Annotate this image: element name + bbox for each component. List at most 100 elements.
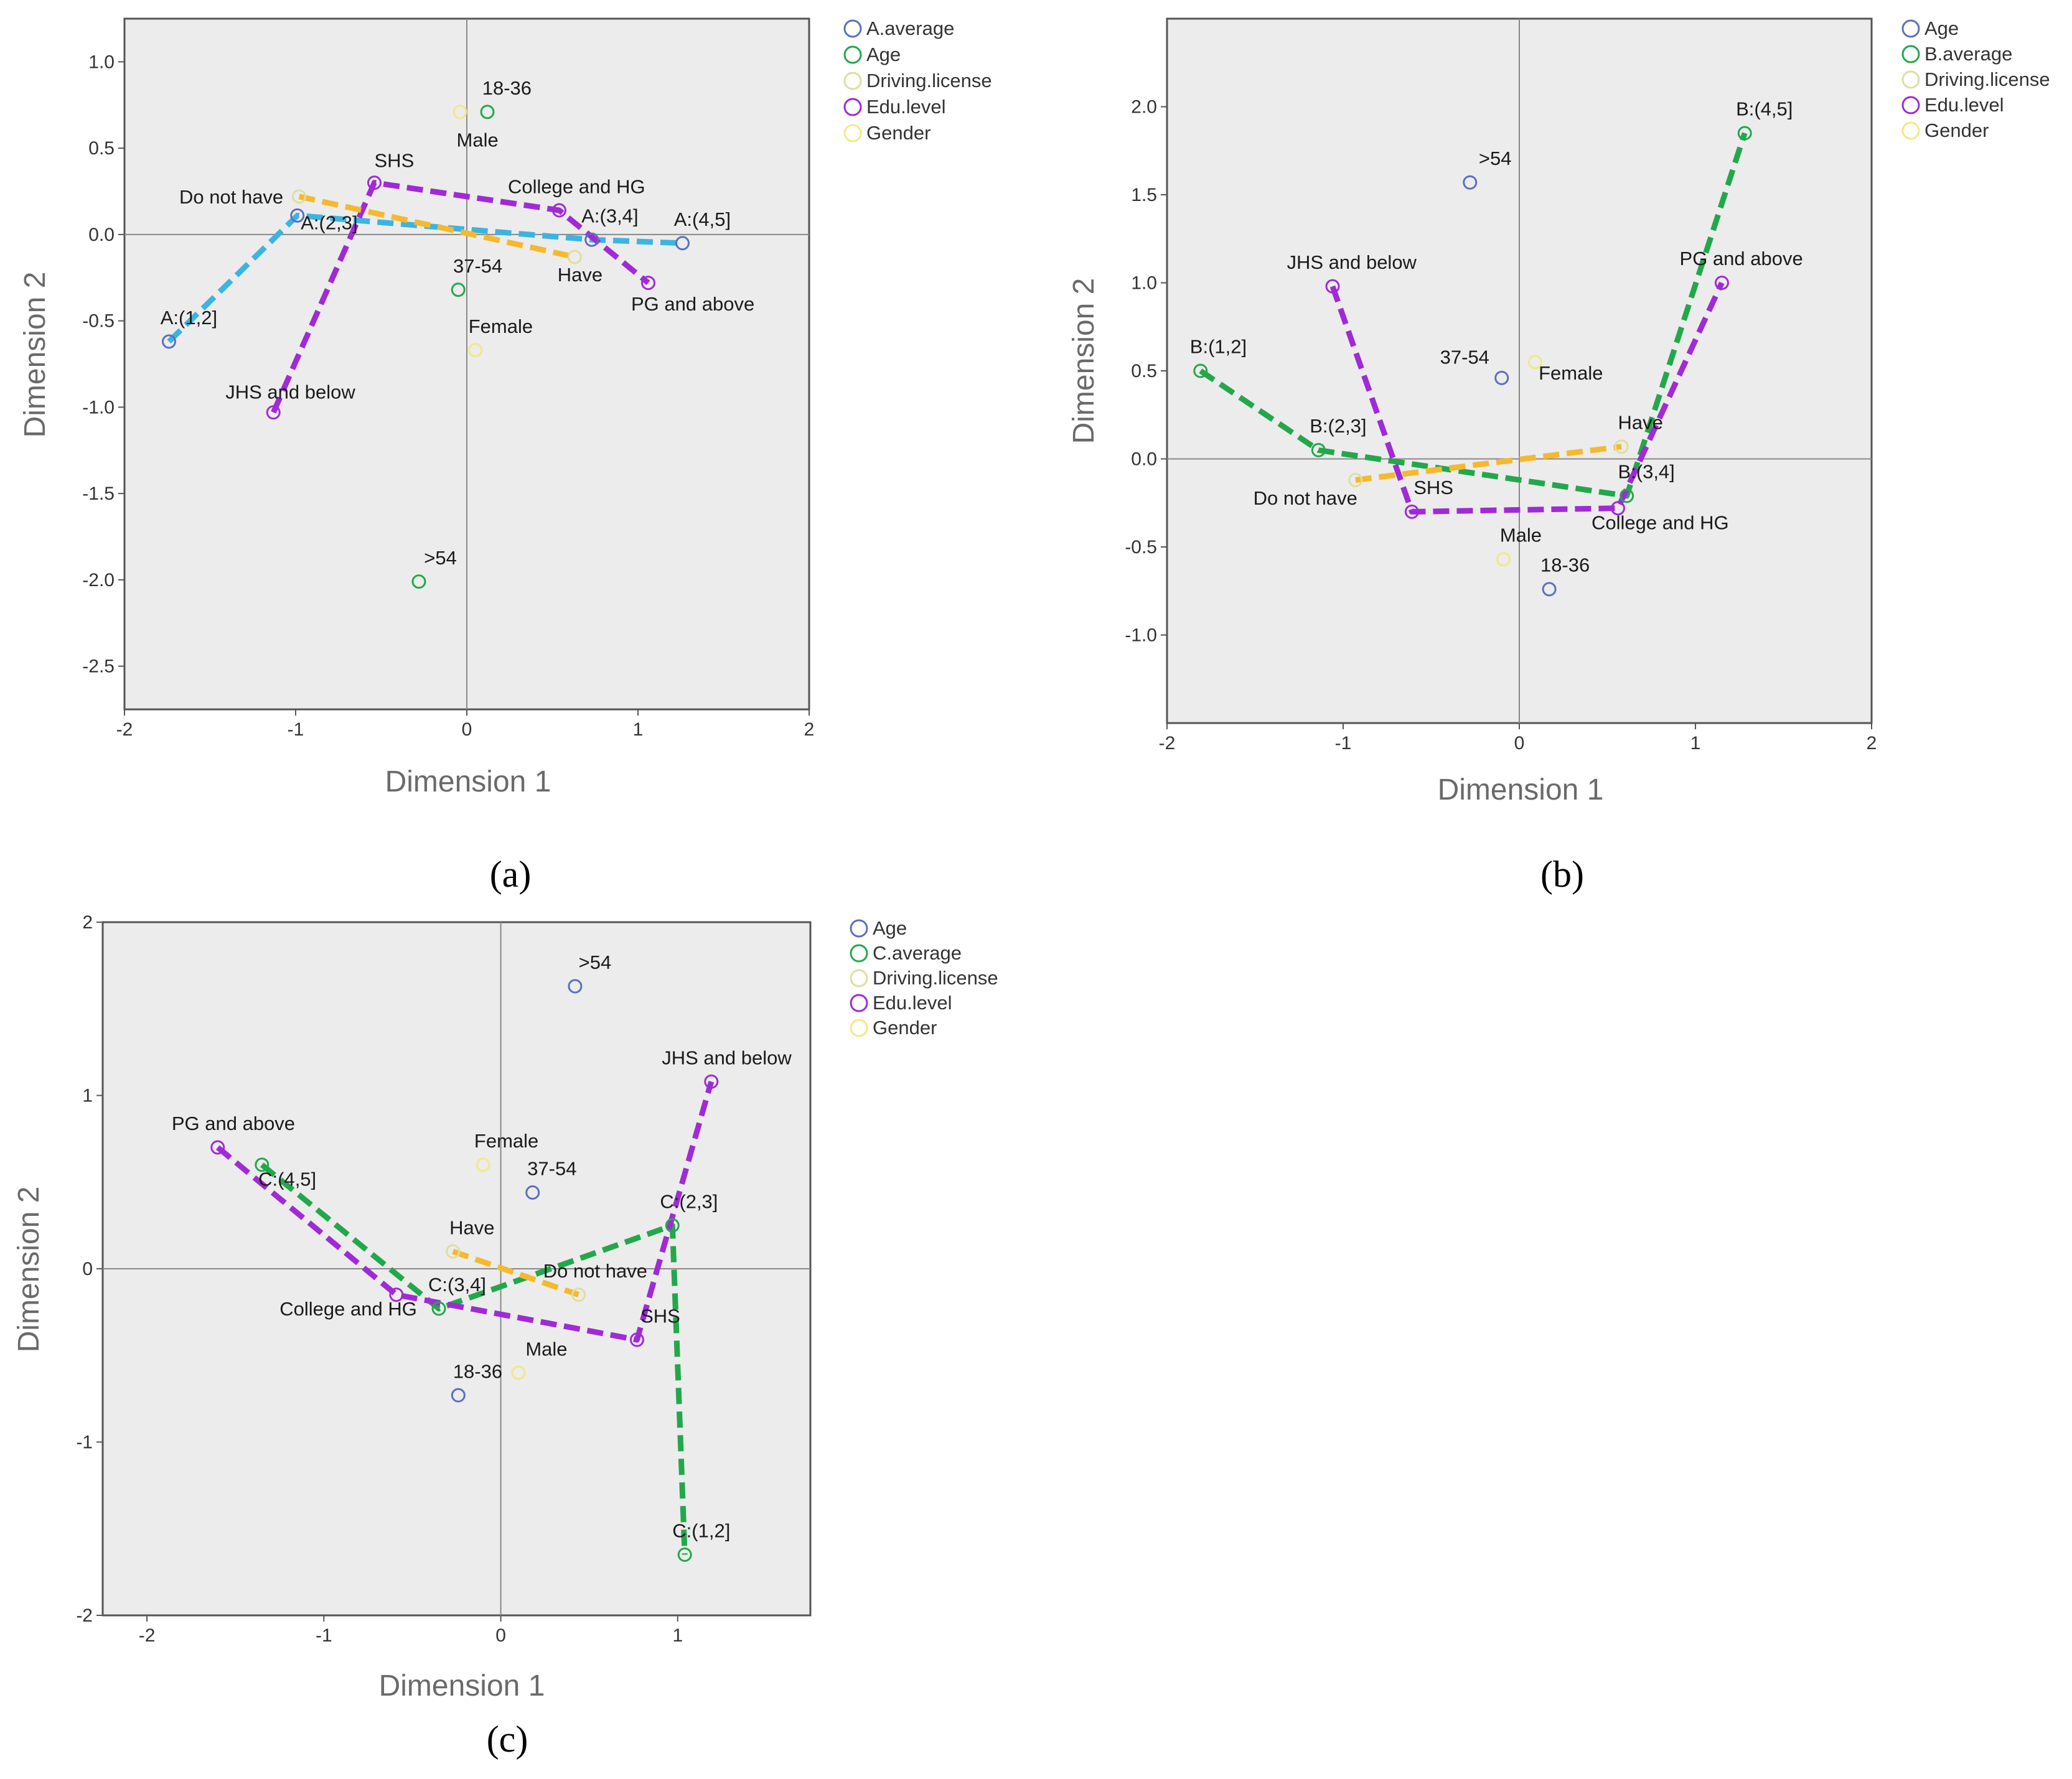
y-tick-label: 0.0	[88, 225, 115, 245]
point-label: PG and above	[1680, 248, 1803, 269]
y-tick-label: 1.0	[1131, 273, 1157, 294]
legend-label: Driving.license	[873, 967, 998, 989]
data-point	[1527, 355, 1542, 370]
point-label: JHS and below	[662, 1047, 792, 1068]
point-label: C:(4,5]	[258, 1168, 316, 1190]
legend-marker	[1901, 19, 1920, 38]
point-label: C:(3,4]	[428, 1274, 486, 1296]
legend-marker	[843, 72, 862, 90]
x-tick-label: -2	[116, 719, 133, 740]
point-label: 37-54	[1440, 347, 1489, 368]
data-point	[1737, 126, 1752, 141]
point-label: Have	[1618, 411, 1662, 433]
data-point	[162, 334, 176, 349]
point-label: Female	[1539, 362, 1603, 384]
y-tick-label: -1.0	[82, 397, 115, 418]
x-tick-label: -2	[139, 1625, 156, 1646]
data-point	[1496, 552, 1511, 567]
point-label: 18-36	[482, 77, 532, 99]
data-point	[525, 1185, 540, 1200]
y-tick-label: 1.0	[88, 52, 115, 72]
legend-label: B.average	[1924, 43, 2012, 65]
y-tick-label: 1	[82, 1086, 93, 1106]
point-label: Do not have	[179, 186, 283, 208]
y-axis-title: Dimension 2	[19, 272, 52, 438]
legend-marker	[843, 19, 862, 38]
point-label: College and HG	[279, 1298, 417, 1320]
series-line	[1199, 132, 1748, 499]
point-label: 37-54	[527, 1158, 576, 1180]
series-line	[452, 1248, 580, 1298]
y-tick-label: 1.5	[1131, 185, 1157, 205]
data-point	[476, 1157, 490, 1172]
data-point	[367, 175, 382, 190]
legend-label: Driving.license	[1924, 68, 2050, 90]
point-label: B:(1,2]	[1190, 336, 1247, 358]
legend-marker	[850, 994, 868, 1012]
x-tick-label: -1	[1335, 733, 1352, 754]
data-point	[1325, 279, 1340, 294]
series-line	[1329, 281, 1725, 515]
point-label: A:(1,2]	[161, 307, 217, 329]
legend-label: Edu.level	[866, 96, 946, 118]
point-label: 37-54	[453, 255, 502, 277]
point-label: SHS	[640, 1305, 680, 1327]
x-tick-label: -1	[316, 1625, 332, 1646]
legend-label: Age	[1924, 17, 1959, 39]
point-label: >54	[579, 951, 612, 973]
point-label: A:(3,4]	[581, 205, 638, 226]
point-label: JHS and below	[1287, 251, 1417, 273]
point-label: PG and above	[172, 1113, 295, 1134]
y-tick-label: -1.5	[82, 483, 115, 504]
panel-c: -2 -1 0 1 2 1 0 -1 -2 Dimension 1 Dimension 2 >54 37…	[12, 912, 998, 1760]
y-tick-label: 0.5	[1131, 361, 1157, 381]
point-label: SHS	[1413, 477, 1453, 498]
legend-label: Driving.license	[866, 70, 992, 91]
series-line	[1355, 444, 1622, 483]
y-tick-label: 2	[82, 912, 93, 933]
legend-label: Age	[866, 44, 901, 65]
legend-marker	[1901, 121, 1920, 140]
series-line	[167, 212, 683, 344]
data-point	[452, 105, 467, 119]
point-label: Male	[1500, 525, 1542, 546]
point-label: Do not have	[1254, 487, 1357, 509]
legend-marker	[843, 124, 862, 142]
y-tick-label: -2	[76, 1605, 93, 1626]
data-point	[411, 574, 426, 589]
legend-marker	[850, 919, 868, 938]
point-label: Female	[469, 315, 533, 337]
point-label: B:(4,5]	[1736, 98, 1793, 120]
data-point	[1463, 175, 1478, 190]
data-point	[451, 282, 466, 297]
data-point	[1348, 472, 1363, 487]
point-label: College and HG	[1592, 512, 1729, 534]
data-point	[584, 232, 599, 247]
data-point	[675, 236, 690, 251]
y-tick-label: -1	[76, 1432, 93, 1453]
point-label: PG and above	[631, 293, 754, 315]
data-point	[677, 1548, 692, 1562]
x-tick-label: 0	[462, 719, 472, 740]
legend-marker	[843, 45, 862, 64]
point-label: Have	[449, 1216, 494, 1238]
legend-label: Gender	[866, 122, 931, 144]
data-point	[1614, 439, 1629, 454]
legend-marker	[850, 969, 868, 988]
legend-marker	[1901, 96, 1920, 114]
panel-a: -2 -1 0 1 2 1.0 0.5 0.0 -0.5 -1.0 -1.5 -2.0 -2.5 Dime…	[19, 17, 992, 895]
point-label: Male	[457, 129, 499, 151]
data-point	[468, 343, 483, 358]
legend-marker	[843, 98, 862, 116]
x-tick-label: 1	[672, 1625, 683, 1646]
y-axis-title: Dimension 2	[1067, 278, 1100, 444]
y-tick-label: 0.0	[1131, 449, 1157, 470]
data-point	[446, 1244, 461, 1259]
legend-marker	[850, 1019, 868, 1037]
data-point	[567, 250, 582, 264]
point-label: >54	[1479, 147, 1512, 169]
series-line	[271, 180, 650, 414]
x-tick-label: 2	[804, 719, 815, 740]
data-point	[1542, 582, 1557, 597]
data-point	[1714, 276, 1729, 290]
